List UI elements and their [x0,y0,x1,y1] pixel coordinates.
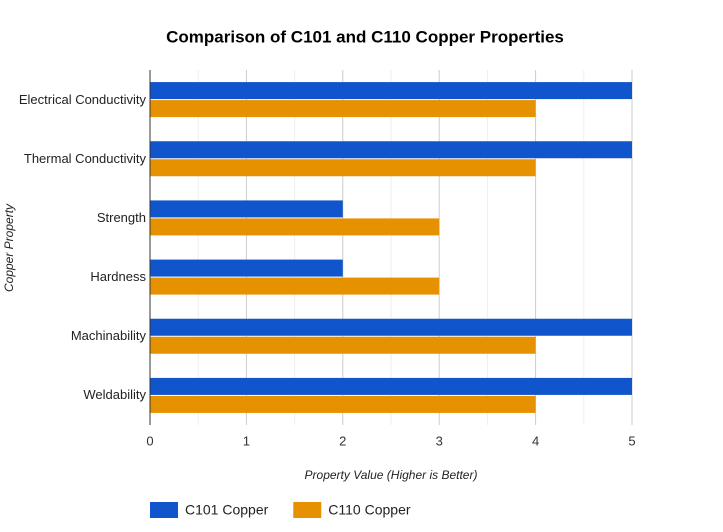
x-tick-label: 1 [243,433,250,448]
legend-label: C101 Copper [185,502,269,518]
bar [150,159,536,177]
y-tick-label: Machinability [70,328,146,344]
bar [150,100,536,118]
legend-label: C110 Copper [328,502,411,518]
bar [150,259,343,277]
y-tick-label: Thermal Conductivity [23,150,146,166]
y-tick-label: Weldability [83,387,146,403]
legend-swatch [293,502,322,518]
x-tick-label: 4 [532,433,539,448]
x-tick-label: 2 [339,433,346,448]
y-tick-label: Strength [96,209,146,225]
chart-title: Comparison of C101 and C110 Copper Prope… [166,27,564,46]
legend-swatch [150,502,178,518]
bar [150,218,440,236]
bar [150,395,536,413]
bar [150,336,536,354]
x-tick-label: 0 [146,433,153,448]
x-tick-label: 3 [436,433,443,448]
bar [150,377,632,395]
y-tick-label: Hardness [90,269,146,285]
x-axis-title: Property Value (Higher is Better) [305,468,478,482]
bar [150,200,343,218]
y-tick-label: Electrical Conductivity [18,91,146,107]
x-tick-label: 5 [628,433,635,448]
bar [150,82,632,100]
bar [150,318,632,336]
y-axis-title: Copper Property [2,203,16,292]
bar [150,277,440,295]
bar [150,141,632,159]
